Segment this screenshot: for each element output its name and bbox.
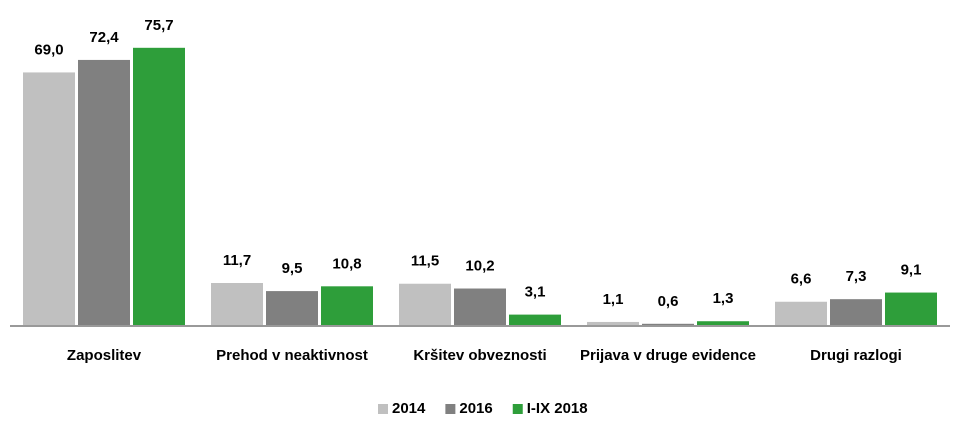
value-label: 9,1 <box>901 262 922 279</box>
bar <box>885 292 937 326</box>
value-label: 1,1 <box>603 291 624 308</box>
value-label: 69,0 <box>34 41 63 58</box>
bar <box>830 299 882 326</box>
value-label: 1,3 <box>713 290 734 307</box>
bar <box>78 59 130 327</box>
x-tick-label: Prehod v neaktivnost <box>216 347 368 364</box>
legend-label: I-IX 2018 <box>527 400 588 417</box>
value-label: 3,1 <box>525 284 546 301</box>
value-label: 10,8 <box>332 255 361 272</box>
bar <box>642 323 694 326</box>
x-tick-label: Kršitev obveznosti <box>413 347 547 364</box>
bar <box>509 314 561 326</box>
legend-swatch <box>378 404 388 414</box>
x-tick-label: Zaposlitev <box>66 347 142 364</box>
bar <box>133 47 185 327</box>
value-label: 11,7 <box>223 252 251 269</box>
bar <box>321 286 373 326</box>
x-tick-label: Drugi razlogi <box>810 347 902 364</box>
value-label: 7,3 <box>846 268 867 285</box>
legend-label: 2014 <box>392 400 426 417</box>
value-label: 75,7 <box>144 17 173 34</box>
bar <box>266 291 318 326</box>
x-tick-label: Prijava v druge evidence <box>580 347 756 364</box>
value-label: 6,6 <box>791 271 812 288</box>
bar <box>587 321 639 326</box>
value-label: 72,4 <box>89 29 119 46</box>
bar <box>454 288 506 326</box>
legend-label: 2016 <box>459 400 492 417</box>
value-label: 0,6 <box>658 293 679 310</box>
bar <box>399 283 451 326</box>
bar <box>697 321 749 326</box>
bar <box>23 72 75 326</box>
bar <box>775 301 827 326</box>
value-label: 9,5 <box>282 260 303 277</box>
value-label: 11,5 <box>411 253 439 270</box>
legend-swatch <box>512 404 523 414</box>
bar <box>211 283 263 326</box>
value-label: 10,2 <box>465 257 494 274</box>
legend-swatch <box>445 404 456 414</box>
